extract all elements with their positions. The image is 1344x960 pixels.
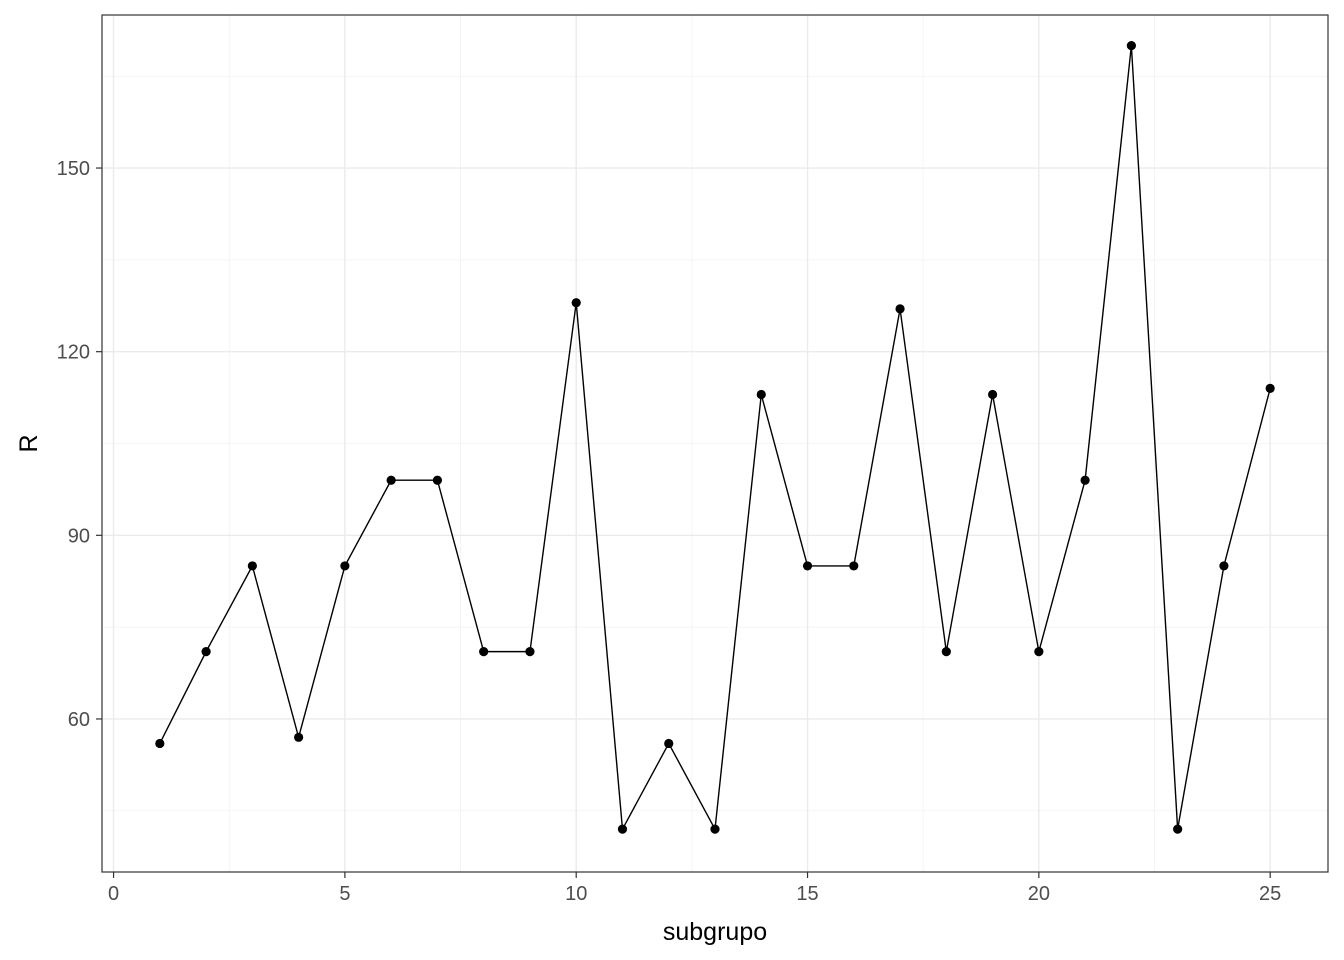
x-axis-title: subgrupo [663, 918, 767, 946]
data-point [386, 475, 396, 485]
data-point [294, 732, 304, 742]
y-tick-label: 150 [57, 158, 90, 180]
data-point [710, 824, 720, 834]
data-point [664, 738, 674, 749]
x-tick-label: 5 [339, 883, 350, 905]
data-point [802, 561, 813, 571]
x-tick-label: 15 [796, 883, 818, 905]
grid [102, 15, 1328, 872]
x-tick-label: 10 [565, 883, 587, 905]
panel-border [101, 14, 1329, 873]
data-point [987, 389, 998, 400]
y-tick-label: 90 [68, 525, 90, 547]
data-point [479, 647, 489, 657]
data-point [617, 824, 628, 834]
data-point [1219, 561, 1229, 571]
data-point [247, 561, 257, 571]
y-tick-label: 120 [57, 342, 90, 364]
x-tick-label: 25 [1259, 883, 1281, 905]
data-point [849, 561, 859, 571]
axes: 0 5 10 15 20 25 60 90 120 150 [57, 158, 1282, 905]
data-point [155, 738, 165, 749]
data-point [525, 647, 535, 657]
data-point [895, 304, 905, 314]
data-point [1173, 824, 1183, 834]
y-axis-title: R [15, 434, 43, 452]
data-point [1034, 647, 1044, 657]
data-point [941, 647, 951, 657]
data-point [1126, 41, 1136, 51]
data-point [1265, 383, 1275, 394]
data-point [756, 389, 766, 400]
x-tick-label: 0 [108, 883, 119, 905]
data-point [340, 561, 350, 571]
series-layer [155, 41, 1275, 834]
data-point [201, 647, 211, 657]
data-point [1080, 475, 1090, 485]
y-tick-label: 60 [68, 709, 90, 731]
data-point [432, 475, 443, 485]
data-point [571, 298, 581, 308]
x-tick-label: 20 [1028, 883, 1050, 905]
